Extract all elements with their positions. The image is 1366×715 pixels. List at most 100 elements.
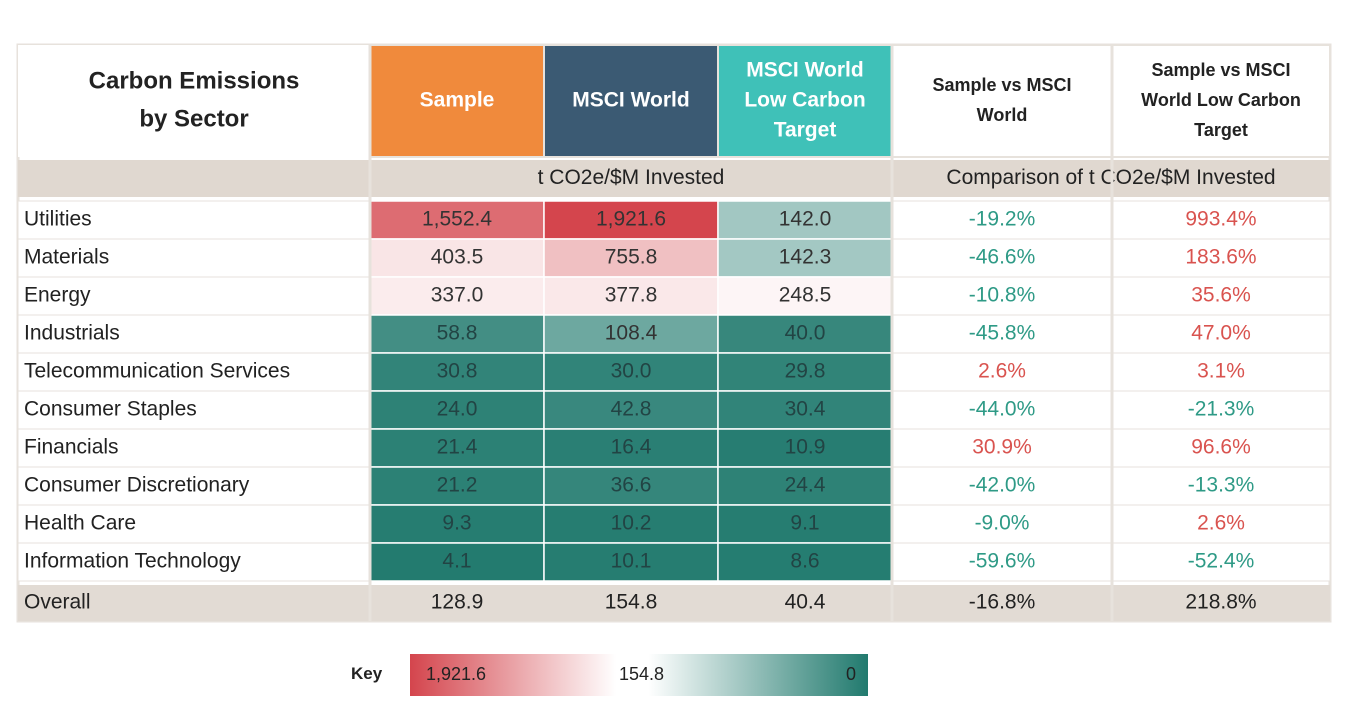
comparison-cell (891, 352, 1113, 392)
legend-min-label: 0 (845, 664, 856, 684)
sector-cell (17, 314, 371, 354)
legend-mid-label: 154.8 (619, 664, 665, 684)
sector-label: Industrials (24, 322, 120, 345)
heat-cell (369, 276, 545, 316)
heat-cell-value: 29.8 (785, 360, 826, 383)
sector-cell (17, 542, 371, 582)
sector-cell (17, 238, 371, 278)
heat-cell-value: 36.6 (611, 474, 652, 497)
heat-cell-value: 8.6 (790, 550, 819, 573)
comparison-value: 2.6% (978, 360, 1026, 383)
comparison-value: 96.6% (1191, 436, 1251, 459)
comparison-value: -45.8% (969, 322, 1036, 345)
comparison-value: -52.4% (1188, 550, 1255, 573)
overall-label: Overall (24, 591, 91, 614)
overall-value: 154.8 (605, 591, 658, 614)
sector-cell (17, 466, 371, 506)
comparison-cell (891, 428, 1113, 468)
comparison-value: 30.9% (972, 436, 1032, 459)
sector-label: Telecommunication Services (24, 360, 290, 383)
overall-comparison-value: 218.8% (1185, 591, 1256, 614)
heat-cell-value: 21.4 (437, 436, 478, 459)
heat-cell-value: 4.1 (442, 550, 471, 573)
column-header-label-1-line-0: Sample (420, 89, 495, 112)
comparison-value: 47.0% (1191, 322, 1251, 345)
overall-value: 40.4 (785, 591, 826, 614)
heat-cell-value: 337.0 (431, 284, 484, 307)
overall-comparison-value: -16.8% (969, 591, 1036, 614)
heat-cell-value: 40.0 (785, 322, 826, 345)
sector-label: Utilities (24, 208, 92, 231)
sector-label: Financials (24, 436, 119, 459)
column-header-3 (717, 44, 893, 158)
heat-cell-value: 403.5 (431, 246, 484, 269)
heat-cell-value: 24.0 (437, 398, 478, 421)
heat-cell-value: 10.9 (785, 436, 826, 459)
column-header-label-5-line-1: World Low Carbon (1141, 90, 1301, 110)
subheader-emissions: t CO2e/$M Invested (538, 166, 725, 189)
comparison-value: -42.0% (969, 474, 1036, 497)
sector-cell (17, 276, 371, 316)
column-header-label-4-line-1: World (977, 105, 1028, 125)
column-header-label-3-line-2: Target (774, 119, 837, 142)
heat-cell (543, 200, 719, 240)
comparison-value: -19.2% (969, 208, 1036, 231)
heat-cell (369, 390, 545, 430)
comparison-value: 183.6% (1185, 246, 1256, 269)
heat-cell (543, 542, 719, 582)
heat-cell-value: 16.4 (611, 436, 652, 459)
sector-label: Energy (24, 284, 91, 307)
chart-title-line-0: Carbon Emissions (89, 67, 300, 94)
sector-label: Consumer Discretionary (24, 474, 250, 497)
sector-cell (17, 504, 371, 544)
heat-cell (717, 504, 893, 544)
heat-cell (717, 352, 893, 392)
comparison-cell (1111, 428, 1331, 468)
column-header-4 (891, 44, 1113, 158)
heat-cell (543, 238, 719, 278)
heat-cell-value: 755.8 (605, 246, 658, 269)
heat-cell-value: 30.0 (611, 360, 652, 383)
overall-value: 128.9 (431, 591, 484, 614)
title-cell (18, 45, 370, 157)
comparison-cell (891, 466, 1113, 506)
column-header-label-2-line-0: MSCI World (572, 89, 689, 112)
comparison-value: -13.3% (1188, 474, 1255, 497)
comparison-cell (1111, 200, 1331, 240)
heat-cell (717, 200, 893, 240)
comparison-value: -46.6% (969, 246, 1036, 269)
sector-label: Materials (24, 246, 109, 269)
comparison-cell (891, 504, 1113, 544)
comparison-value: -44.0% (969, 398, 1036, 421)
heat-cell (717, 314, 893, 354)
heat-cell-value: 142.3 (779, 246, 832, 269)
sector-cell (17, 390, 371, 430)
heat-cell-value: 142.0 (779, 208, 832, 231)
legend-key-label: Key (351, 664, 383, 683)
heat-cell (717, 466, 893, 506)
comparison-value: -21.3% (1188, 398, 1255, 421)
column-header-1 (369, 44, 545, 158)
column-header-5 (1111, 44, 1331, 158)
heat-cell-value: 377.8 (605, 284, 658, 307)
comparison-cell (1111, 542, 1331, 582)
legend-max-label: 1,921.6 (426, 664, 487, 684)
comparison-value: 35.6% (1191, 284, 1251, 307)
comparison-cell (1111, 504, 1331, 544)
heat-cell-value: 108.4 (605, 322, 658, 345)
heat-cell-value: 1,552.4 (422, 208, 492, 231)
comparison-value: 2.6% (1197, 512, 1245, 535)
heat-cell-value: 30.8 (437, 360, 478, 383)
comparison-cell (1111, 352, 1331, 392)
column-header-label-4-line-0: Sample vs MSCI (932, 75, 1071, 95)
chart-title-line-1: by Sector (139, 105, 248, 132)
overall-row (18, 585, 1330, 621)
column-header-label-3-line-0: MSCI World (746, 59, 863, 82)
column-header-label-5-line-2: Target (1194, 120, 1248, 140)
sector-label: Health Care (24, 512, 136, 535)
heat-cell-value: 248.5 (779, 284, 832, 307)
comparison-cell (891, 276, 1113, 316)
sector-label: Consumer Staples (24, 398, 197, 421)
heat-cell-value: 9.1 (790, 512, 819, 535)
